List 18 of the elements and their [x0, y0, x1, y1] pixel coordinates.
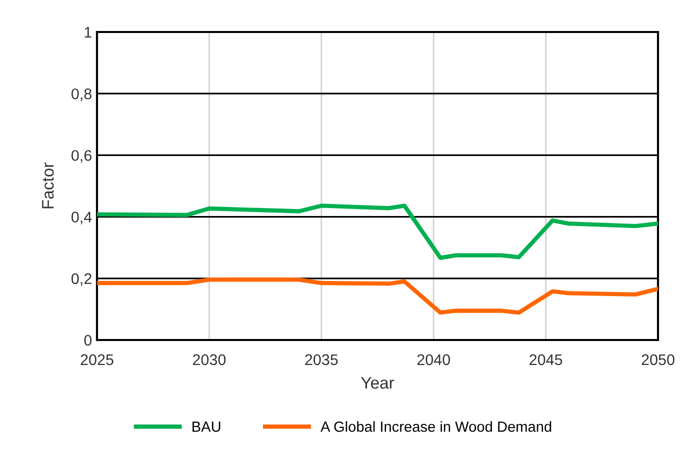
y-axis-title: Factor — [42, 162, 54, 208]
y-tick-label: 1 — [84, 27, 92, 38]
x-axis-title: Year — [361, 377, 394, 389]
y-tick-label: 0,6 — [72, 150, 92, 163]
x-tick-label: 2030 — [192, 354, 226, 366]
line-series — [97, 204, 658, 260]
x-tick-label: 2025 — [80, 354, 114, 366]
x-tick-label: 2035 — [305, 354, 338, 366]
legend-label: BAU — [192, 422, 220, 432]
y-tick-label: 0,4 — [72, 212, 92, 224]
line-series — [97, 278, 658, 315]
x-tick-label: 2045 — [530, 354, 562, 366]
x-tick-label: 2040 — [417, 354, 450, 366]
y-tick-label: 0,2 — [72, 273, 92, 286]
x-tick-label: 2050 — [642, 354, 674, 366]
legend-label: A Global Increase in Wood Demand — [320, 421, 552, 432]
y-tick-label: 0 — [84, 334, 92, 346]
y-tick-label: 0,8 — [72, 88, 92, 102]
